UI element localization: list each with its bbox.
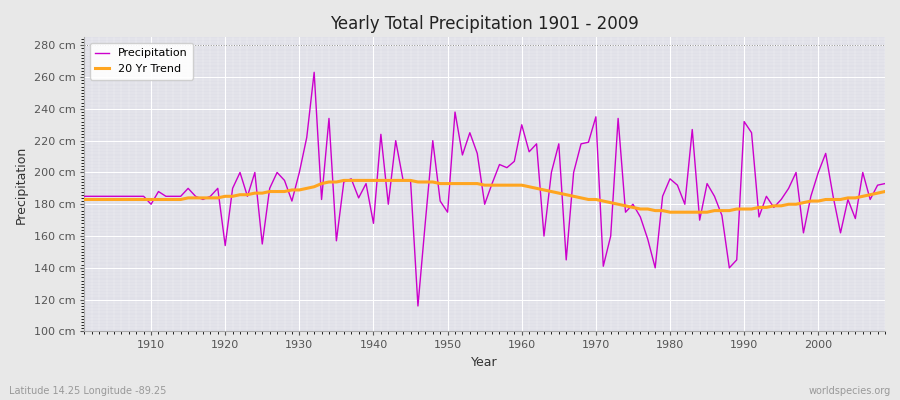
20 Yr Trend [338,178,349,183]
Precipitation [531,142,542,146]
Precipitation [309,70,320,75]
X-axis label: Year: Year [472,356,498,369]
20 Yr Trend [524,184,535,189]
Precipitation [353,196,364,200]
Line: Precipitation: Precipitation [85,72,885,306]
20 Yr Trend [879,189,890,194]
Precipitation [879,181,890,186]
Legend: Precipitation, 20 Yr Trend: Precipitation, 20 Yr Trend [90,43,193,80]
Text: worldspecies.org: worldspecies.org [809,386,891,396]
20 Yr Trend [139,197,149,202]
Precipitation [139,194,149,199]
20 Yr Trend [353,178,364,183]
20 Yr Trend [517,183,527,188]
Precipitation [620,210,631,214]
Title: Yearly Total Precipitation 1901 - 2009: Yearly Total Precipitation 1901 - 2009 [330,15,639,33]
20 Yr Trend [664,210,675,214]
Precipitation [302,135,312,140]
20 Yr Trend [79,197,90,202]
20 Yr Trend [302,186,312,191]
Precipitation [412,304,423,308]
20 Yr Trend [613,202,624,207]
Line: 20 Yr Trend: 20 Yr Trend [85,180,885,212]
Precipitation [524,149,535,154]
Text: Latitude 14.25 Longitude -89.25: Latitude 14.25 Longitude -89.25 [9,386,166,396]
Precipitation [79,194,90,199]
Y-axis label: Precipitation: Precipitation [15,145,28,224]
